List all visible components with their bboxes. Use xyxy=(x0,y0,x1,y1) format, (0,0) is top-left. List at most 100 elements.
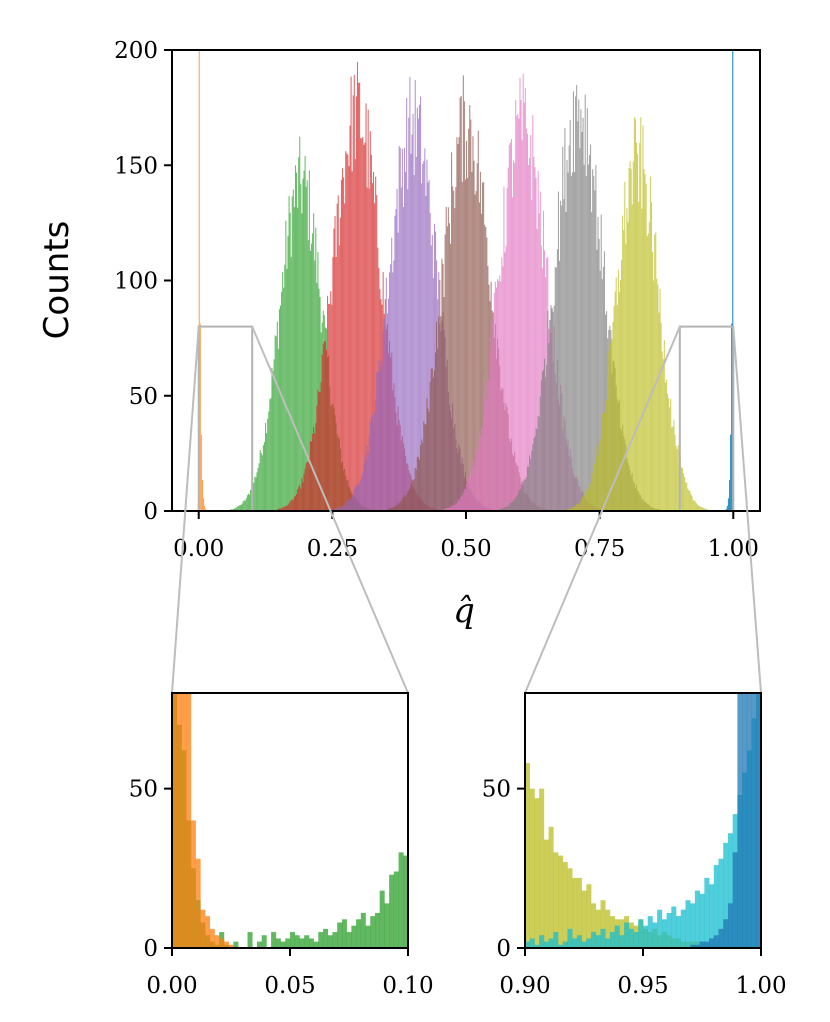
histogram-bar xyxy=(519,490,521,511)
histogram-bar xyxy=(403,147,406,511)
left-inset-histogram: 0.00 0.05 0.10 0 50 xyxy=(129,692,434,999)
histogram-bar xyxy=(592,472,594,511)
histogram-bar xyxy=(461,496,463,511)
connector-line-3 xyxy=(732,326,762,694)
histogram-bar xyxy=(658,312,660,511)
histogram-bar xyxy=(469,105,471,511)
histogram-bar xyxy=(245,498,247,511)
histogram-bar xyxy=(343,177,345,511)
histogram-bar xyxy=(674,434,676,511)
histogram-bar xyxy=(414,79,416,511)
histogram-bar xyxy=(559,260,561,511)
histogram-bar xyxy=(350,499,352,511)
histogram-bar xyxy=(282,271,284,511)
inset-histogram-bar xyxy=(398,852,404,948)
histogram-bar xyxy=(526,466,529,511)
histogram-bar xyxy=(486,237,488,511)
histogram-bar xyxy=(298,157,300,511)
histogram-bar xyxy=(592,169,594,511)
histogram-bar xyxy=(321,354,323,511)
histogram-bar xyxy=(297,489,299,511)
inset-histogram-bar xyxy=(539,935,545,948)
histogram-bar xyxy=(291,499,293,511)
histogram-bar xyxy=(534,436,536,511)
histogram-bar xyxy=(663,340,665,511)
histogram-bar xyxy=(464,179,466,511)
histogram-bar xyxy=(639,143,641,511)
histogram-bar xyxy=(645,183,647,511)
histogram-bar xyxy=(641,208,643,511)
histogram-bar xyxy=(425,424,427,511)
inset-histogram-bar xyxy=(299,938,305,948)
histogram-bar xyxy=(429,212,431,511)
inset-histogram-bar xyxy=(181,693,187,948)
histogram-bar xyxy=(399,501,401,511)
histogram-bar xyxy=(434,352,437,511)
histogram-bar xyxy=(234,508,236,511)
histogram-bar xyxy=(376,372,378,511)
histogram-bar xyxy=(432,377,434,511)
histogram-bar xyxy=(511,197,514,511)
inset-histogram-bar xyxy=(756,693,761,948)
histogram-bar xyxy=(285,220,287,511)
histogram-bar xyxy=(567,172,569,511)
histogram-bar xyxy=(690,494,692,511)
histogram-bar xyxy=(596,249,598,511)
histogram-bar xyxy=(248,494,251,511)
histogram-bar xyxy=(348,498,350,511)
histogram-bar xyxy=(493,292,495,511)
histogram-bar xyxy=(299,484,301,511)
histogram-bar xyxy=(414,467,416,511)
inset-histogram-bar xyxy=(576,935,582,948)
histogram-bar xyxy=(387,298,390,511)
histogram-bar xyxy=(491,321,493,511)
histogram-bar xyxy=(347,501,349,511)
left-inset-axis-ticks: 0.00 0.05 0.10 0 50 xyxy=(129,777,434,999)
histogram-bar xyxy=(516,116,518,511)
inset-histogram-bar xyxy=(605,938,611,948)
histogram-bar xyxy=(386,313,388,511)
histogram-bar xyxy=(250,489,252,511)
histogram-bar xyxy=(349,125,351,511)
histogram-bar xyxy=(683,473,685,511)
inset-histogram-bar xyxy=(624,922,630,948)
histogram-bar xyxy=(478,202,480,511)
histogram-bar xyxy=(292,500,294,511)
histogram-bar xyxy=(392,507,394,511)
histogram-bar xyxy=(594,464,596,511)
histogram-bar xyxy=(203,498,205,511)
histogram-bar xyxy=(521,140,523,511)
histogram-bar xyxy=(267,418,269,511)
histogram-bar xyxy=(584,94,586,511)
histogram-bar xyxy=(359,82,361,511)
histogram-bar xyxy=(466,140,468,511)
histogram-bar xyxy=(642,125,644,511)
histogram-bar xyxy=(629,161,631,511)
histogram-bar xyxy=(401,498,403,511)
histogram-bar xyxy=(393,507,395,511)
histogram-bar xyxy=(355,485,357,511)
histogram-bar xyxy=(637,153,639,511)
histogram-bar xyxy=(418,104,421,511)
histogram-bar xyxy=(442,263,444,511)
inset-histogram-bar xyxy=(290,932,296,948)
inset-histogram-bar xyxy=(275,938,281,948)
histogram-bar xyxy=(400,187,402,511)
histogram-bar xyxy=(385,277,387,511)
histogram-bar xyxy=(254,476,256,511)
histogram-bar xyxy=(603,251,605,511)
histogram-bar xyxy=(677,445,679,511)
histogram-bar xyxy=(490,349,492,511)
histogram-bar xyxy=(482,182,484,511)
histogram-bar xyxy=(422,164,424,511)
histogram-bar xyxy=(502,266,504,511)
histogram-bar xyxy=(700,506,702,511)
histogram-bar xyxy=(531,450,533,511)
histogram-bar xyxy=(352,494,354,511)
histogram-bar xyxy=(477,450,479,511)
histogram-bar xyxy=(646,236,648,511)
histogram-bar xyxy=(305,463,307,511)
histogram-bar xyxy=(401,148,403,511)
histogram-bar xyxy=(628,167,630,511)
histogram-bar xyxy=(199,323,201,511)
